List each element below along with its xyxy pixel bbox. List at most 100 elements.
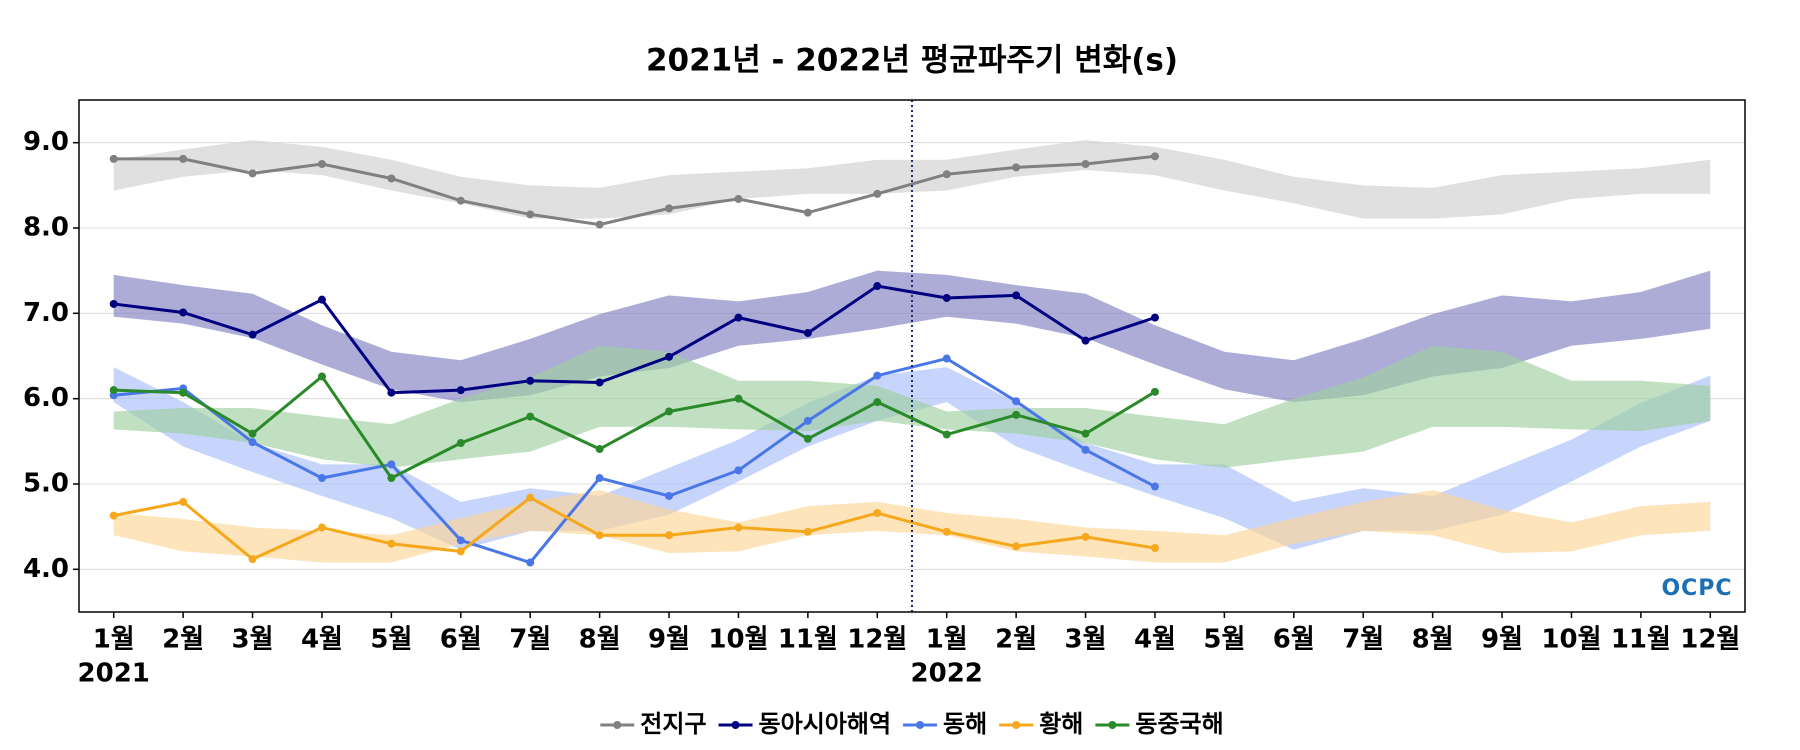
year-label: 2022 bbox=[911, 659, 983, 689]
series-line bbox=[113, 495, 1156, 561]
data-point bbox=[803, 208, 812, 217]
data-point bbox=[1150, 387, 1159, 396]
data-point bbox=[179, 388, 188, 397]
data-point bbox=[942, 430, 951, 439]
data-point bbox=[109, 386, 118, 395]
data-point bbox=[1081, 445, 1090, 454]
x-tick-label: 5월 bbox=[1203, 625, 1245, 655]
range-band bbox=[113, 367, 1711, 550]
y-tick-label: 9.0 bbox=[23, 127, 69, 157]
x-tick-label: 2월 bbox=[995, 625, 1037, 655]
data-point bbox=[873, 398, 882, 407]
y-tick-label: 5.0 bbox=[23, 469, 69, 499]
data-point bbox=[526, 558, 535, 567]
data-point bbox=[873, 509, 882, 518]
data-point bbox=[595, 445, 604, 454]
data-point bbox=[803, 416, 812, 425]
data-point bbox=[526, 376, 535, 385]
data-point bbox=[526, 493, 535, 502]
data-point bbox=[456, 547, 465, 556]
data-point bbox=[456, 536, 465, 545]
legend-marker bbox=[916, 721, 925, 729]
data-point bbox=[387, 174, 396, 183]
data-point bbox=[456, 386, 465, 395]
x-tick-label: 3월 bbox=[1065, 625, 1107, 655]
legend: 전지구 동아시아해역 동해 황해 동중국해 bbox=[600, 710, 1224, 738]
data-point bbox=[109, 299, 118, 308]
series-line bbox=[113, 374, 1156, 480]
data-point bbox=[1150, 313, 1159, 322]
legend-item: 전지구 bbox=[600, 710, 707, 738]
y-tick-label: 4.0 bbox=[23, 554, 69, 584]
x-tick-label: 10월 bbox=[708, 625, 768, 655]
x-tick-label: 11월 bbox=[778, 625, 838, 655]
x-tick-label: 1월 bbox=[926, 625, 968, 655]
data-point bbox=[1081, 429, 1090, 438]
data-point bbox=[1012, 397, 1021, 406]
data-point bbox=[456, 196, 465, 205]
data-point bbox=[109, 154, 118, 163]
data-point bbox=[526, 210, 535, 219]
data-point bbox=[942, 354, 951, 363]
data-point bbox=[873, 189, 882, 198]
legend-item: 동해 bbox=[903, 710, 987, 738]
data-point bbox=[942, 170, 951, 179]
legend-marker bbox=[1108, 721, 1117, 729]
x-tick-label: 12월 bbox=[1680, 625, 1740, 655]
data-point bbox=[1150, 152, 1159, 161]
data-point bbox=[595, 220, 604, 229]
data-point bbox=[734, 394, 743, 403]
legend-label: 전지구 bbox=[640, 710, 706, 738]
data-point bbox=[595, 378, 604, 387]
range-band bbox=[113, 270, 1711, 403]
data-point bbox=[248, 555, 257, 564]
legend-marker bbox=[1012, 721, 1021, 729]
data-point bbox=[803, 434, 812, 443]
data-point bbox=[1012, 410, 1021, 419]
data-point bbox=[387, 474, 396, 483]
data-point bbox=[248, 330, 257, 339]
data-point bbox=[665, 407, 674, 416]
data-point bbox=[873, 282, 882, 291]
data-point bbox=[1081, 532, 1090, 541]
data-point bbox=[1081, 336, 1090, 345]
data-point bbox=[317, 523, 326, 532]
data-point bbox=[109, 511, 118, 520]
data-point bbox=[526, 412, 535, 421]
y-tick-label: 7.0 bbox=[23, 298, 69, 328]
data-point bbox=[734, 194, 743, 203]
legend-item: 동아시아해역 bbox=[718, 710, 891, 738]
data-point bbox=[942, 293, 951, 302]
data-point bbox=[456, 439, 465, 448]
data-point bbox=[317, 160, 326, 168]
x-tick-label: 11월 bbox=[1611, 625, 1671, 655]
x-tick-label: 3월 bbox=[232, 625, 274, 655]
x-tick-label: 2월 bbox=[162, 625, 204, 655]
plot-frame bbox=[78, 99, 1746, 613]
y-tick-label: 6.0 bbox=[23, 383, 69, 413]
x-tick-label: 5월 bbox=[370, 625, 412, 655]
x-tick-label: 6월 bbox=[440, 625, 482, 655]
data-point bbox=[387, 539, 396, 548]
data-point bbox=[1012, 291, 1021, 300]
legend-item: 황해 bbox=[999, 710, 1083, 738]
x-tick-label: 12월 bbox=[847, 625, 907, 655]
legend-label: 동중국해 bbox=[1135, 710, 1223, 738]
data-point bbox=[1081, 160, 1090, 168]
data-point bbox=[248, 169, 257, 178]
data-point bbox=[317, 372, 326, 381]
data-point bbox=[179, 308, 188, 317]
data-point bbox=[665, 204, 674, 213]
lines bbox=[109, 152, 1159, 567]
data-point bbox=[734, 313, 743, 322]
x-tick-label: 4월 bbox=[1134, 625, 1176, 655]
range-band bbox=[113, 140, 1711, 219]
x-tick-label: 4월 bbox=[301, 625, 343, 655]
data-point bbox=[1150, 482, 1159, 491]
legend-item: 동중국해 bbox=[1095, 710, 1224, 738]
data-point bbox=[873, 371, 882, 380]
data-point bbox=[665, 531, 674, 540]
logo: OCPC bbox=[1661, 576, 1732, 601]
